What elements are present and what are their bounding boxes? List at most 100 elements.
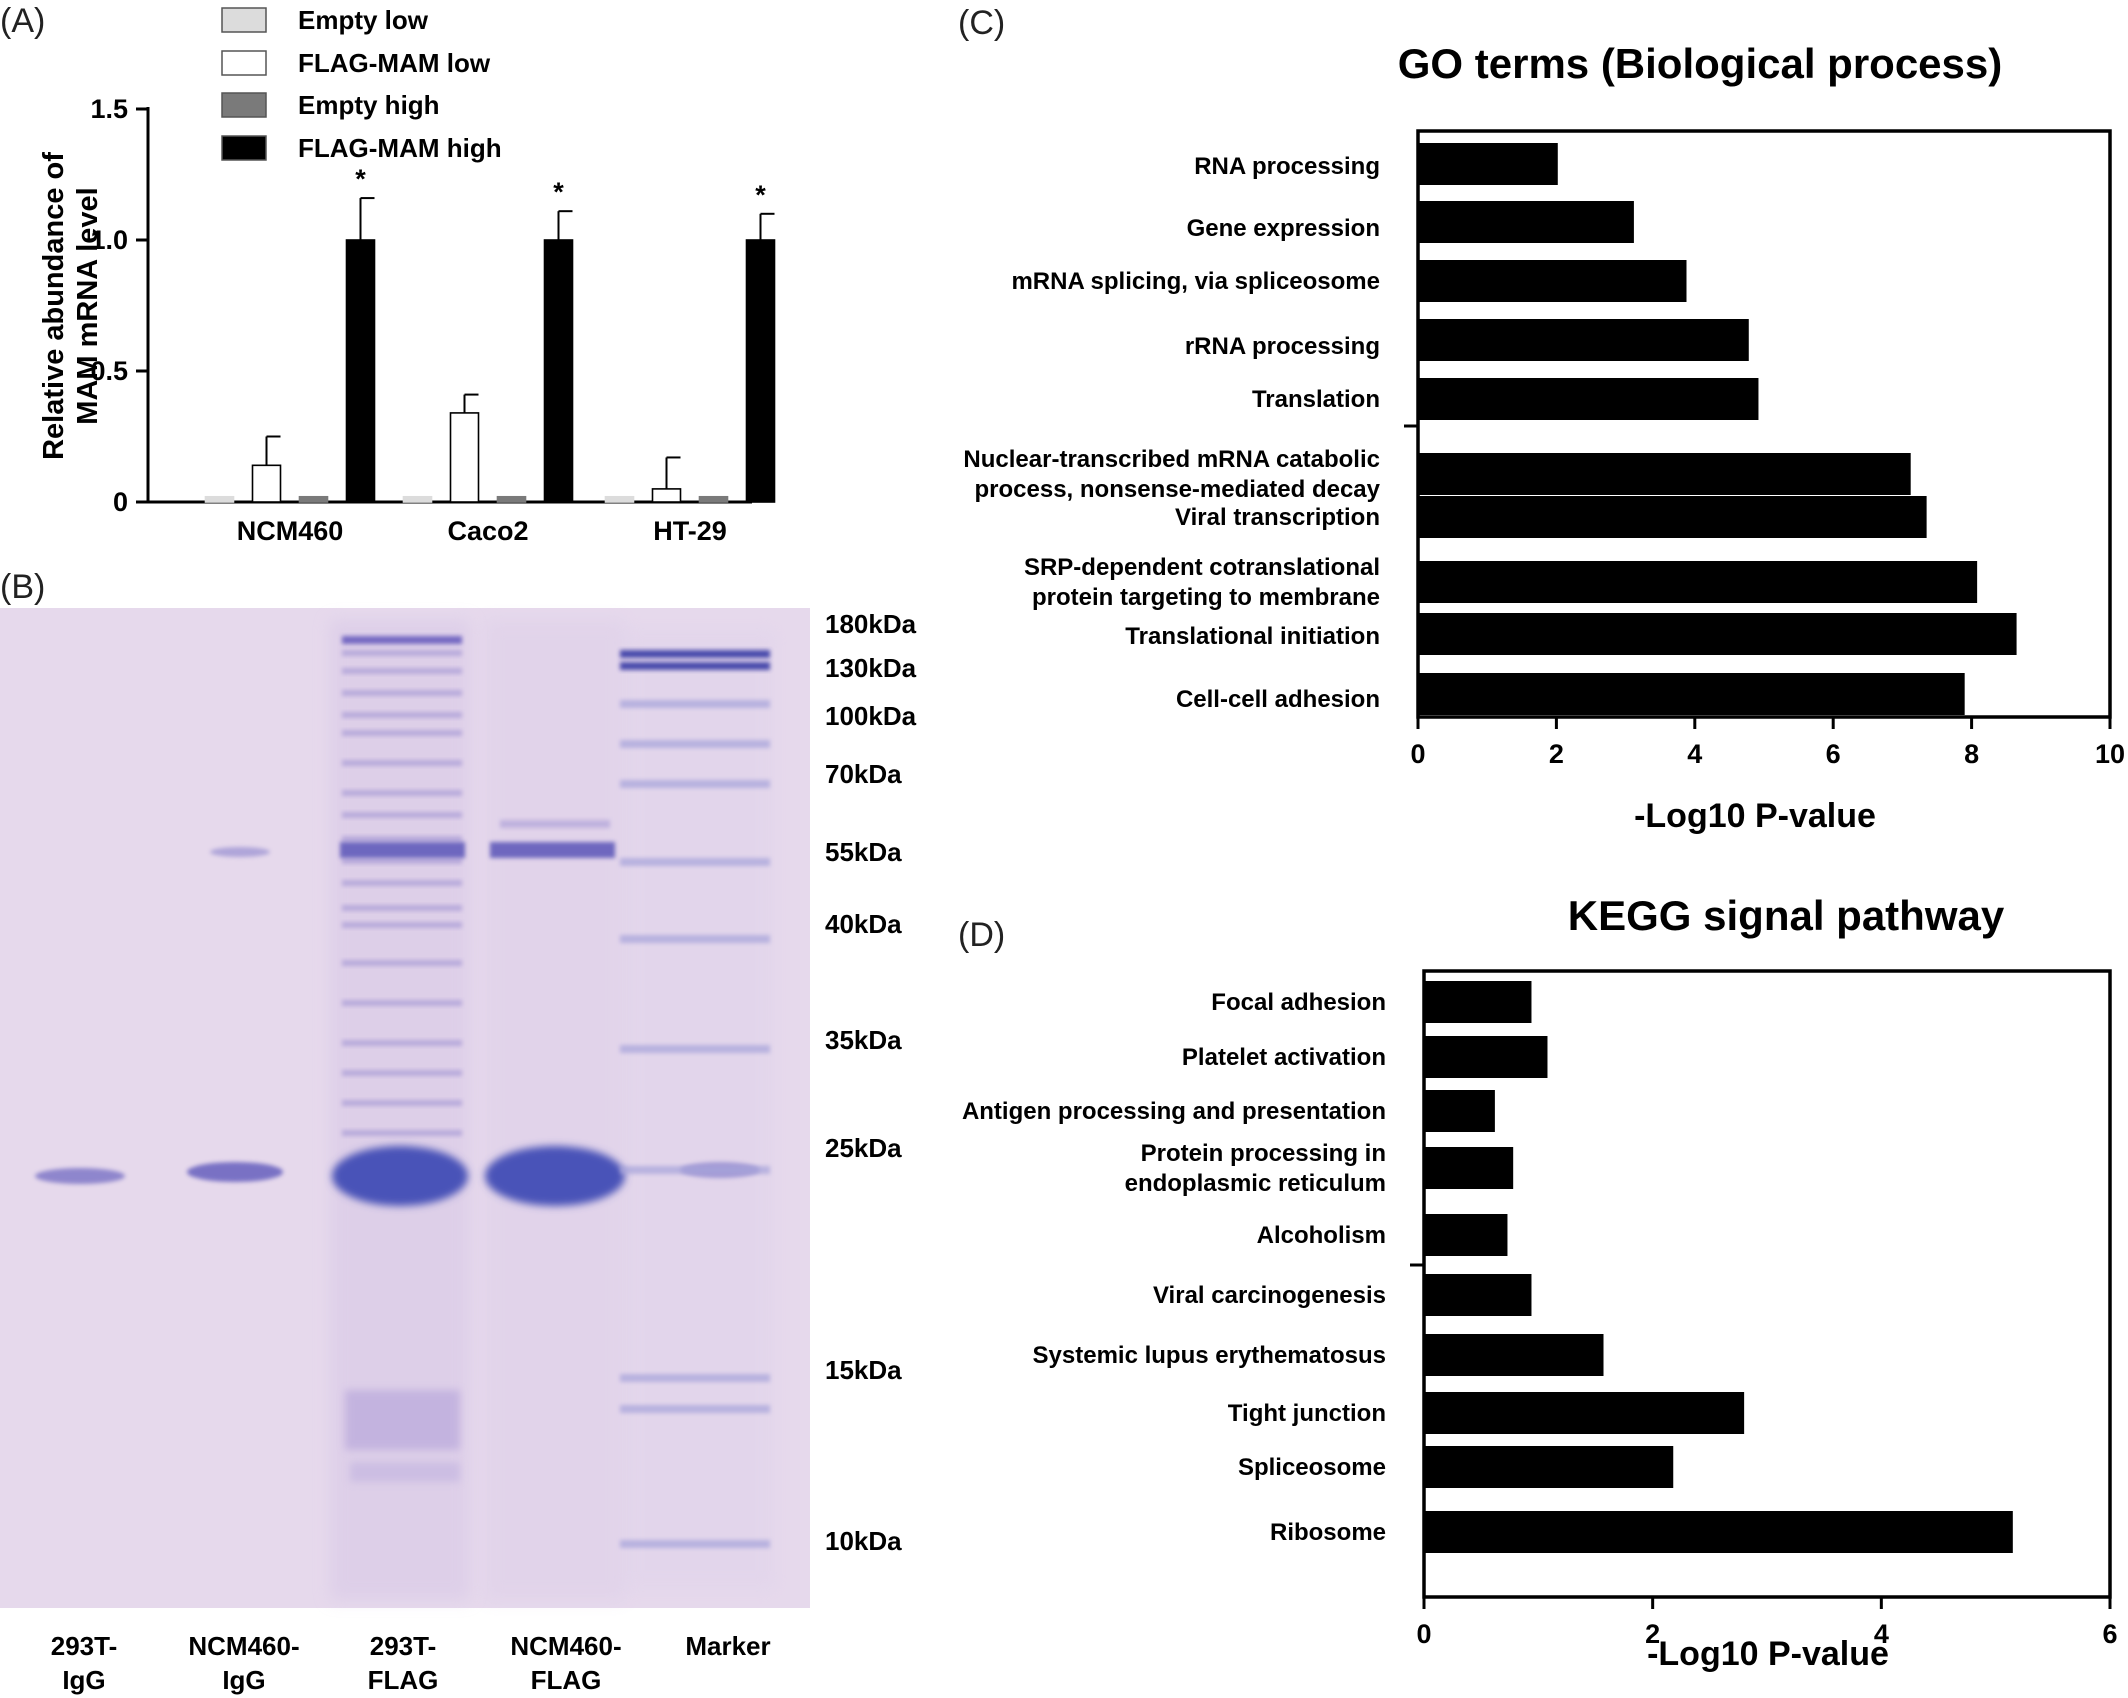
x-tick-label-C: 6: [1826, 739, 1841, 769]
significance-marker-a: *: [355, 164, 366, 194]
plot-frame-C: [1416, 129, 2112, 719]
legend-swatch-a: [221, 92, 267, 118]
legend-swatch-a: [221, 50, 267, 76]
bar-C-0: [1418, 143, 1558, 185]
bar-C-9: [1418, 673, 1965, 715]
category-label-D: Spliceosome: [1238, 1454, 1386, 1481]
bar-C-5: [1418, 453, 1911, 495]
bar-a-3-1: [543, 239, 574, 503]
bar-D-6: [1424, 1334, 1604, 1376]
category-label-C: Gene expression: [1187, 215, 1380, 242]
bar-C-2: [1418, 260, 1687, 302]
bar-D-2: [1424, 1090, 1495, 1132]
marker-label: 25kDa: [825, 1133, 902, 1163]
chart-d: KEGG signal pathway 0 2 4 6 -Log10 P-value Foc…: [962, 892, 2118, 1673]
x-tick-label-C: 4: [1687, 739, 1702, 769]
y-tick-label-a: 1.5: [90, 94, 128, 124]
category-label-C: SRP-dependent cotranslational protein tar…: [1024, 554, 1380, 611]
marker-label: 15kDa: [825, 1355, 902, 1385]
lane-label: NCM460-FLAG: [510, 1631, 621, 1695]
category-label-D: Focal adhesion: [1211, 989, 1386, 1016]
category-label-D: Ribosome: [1270, 1519, 1386, 1546]
bar-a-2-0: [298, 495, 329, 503]
bar-C-8: [1418, 613, 2017, 655]
panel-label-d: (D): [958, 916, 1005, 954]
chart-a: 0 0.5 1.0 1.5 Relative abundance ofMAM mRNA …: [38, 5, 776, 546]
x-tick-label-D: 2: [1645, 1619, 1660, 1649]
x-tick-label-C: 2: [1549, 739, 1564, 769]
marker-label: 10kDa: [825, 1526, 902, 1556]
x-tick-label-a: HT-29: [653, 516, 727, 546]
legend-label-a: Empty low: [298, 5, 429, 35]
panel-label-b: (B): [0, 568, 45, 606]
category-label-C: Translational initiation: [1125, 623, 1380, 650]
y-tick-label-a: 0: [113, 487, 128, 517]
bar-a-1-2: [651, 488, 682, 503]
category-label-C: Translation: [1252, 386, 1380, 413]
category-label-D: Viral carcinogenesis: [1153, 1282, 1386, 1309]
marker-label: 40kDa: [825, 909, 902, 939]
marker-label: 70kDa: [825, 759, 902, 789]
y-tick-label-a: 0.5: [90, 356, 128, 386]
bar-a-1-1: [449, 412, 480, 503]
significance-marker-a: *: [553, 177, 564, 207]
bar-C-3: [1418, 319, 1749, 361]
chart-title-C: GO terms (Biological process): [1398, 40, 2003, 87]
marker-label: 55kDa: [825, 837, 902, 867]
lane-label: NCM460-IgG: [188, 1631, 299, 1695]
category-label-D: Platelet activation: [1182, 1044, 1386, 1071]
chart-c: GO terms (Biological process) 0 2 4 6 8 10 -Log…: [963, 40, 2125, 835]
marker-label: 35kDa: [825, 1025, 902, 1055]
significance-marker-a: *: [755, 180, 766, 210]
legend-label-a: FLAG-MAM low: [298, 48, 491, 78]
category-label-D: Alcoholism: [1257, 1222, 1386, 1249]
x-tick-label-C: 8: [1964, 739, 1979, 769]
bar-C-7: [1418, 561, 1978, 603]
gel-lane-labels: 293T-IgG NCM460-IgG 293T-FLAG NCM460-FLAG Ma…: [51, 1631, 771, 1695]
bar-C-4: [1418, 378, 1759, 420]
lane-label: 293T-IgG: [51, 1631, 118, 1695]
x-tick-label-D: 0: [1416, 1619, 1431, 1649]
bar-a-3-0: [345, 239, 376, 503]
bar-C-1: [1418, 201, 1634, 243]
bar-C-6: [1418, 496, 1927, 538]
bar-a-2-1: [496, 495, 527, 503]
bar-D-8: [1424, 1446, 1674, 1488]
x-tick-label-a: Caco2: [447, 516, 528, 546]
bar-a-0-1: [402, 495, 433, 503]
category-label-D: Tight junction: [1228, 1400, 1386, 1427]
bar-a-2-2: [698, 495, 729, 503]
x-tick-label-C: 10: [2095, 739, 2125, 769]
bar-a-0-0: [204, 495, 235, 503]
bar-a-3-2: [745, 239, 776, 503]
bar-a-0-2: [604, 495, 635, 503]
bar-D-9: [1424, 1511, 2013, 1553]
category-label-C: mRNA splicing, via spliceosome: [1011, 268, 1380, 295]
x-tick-label-a: NCM460: [237, 516, 344, 546]
bar-D-1: [1424, 1036, 1548, 1078]
marker-label: 180kDa: [825, 609, 917, 639]
x-tick-label-D: 4: [1874, 1619, 1889, 1649]
gel-bands: [35, 620, 775, 1600]
bar-D-0: [1424, 981, 1532, 1023]
lane-label: 293T-FLAG: [368, 1631, 439, 1695]
bar-D-5: [1424, 1274, 1532, 1316]
bar-D-7: [1424, 1392, 1745, 1434]
gel-marker-labels: 180kDa 130kDa 100kDa 70kDa 55kDa 40kDa 35kDa 25…: [825, 609, 917, 1556]
panel-label-a: (A): [0, 2, 45, 40]
category-label-C: Nuclear-transcribed mRNA catabolic proces…: [963, 446, 1380, 503]
chart-title-D: KEGG signal pathway: [1568, 892, 2005, 939]
bar-D-4: [1424, 1214, 1508, 1256]
y-axis-label-a: Relative abundance ofMAM mRNA level: [38, 152, 104, 460]
legend-swatch-a: [221, 135, 267, 161]
category-label-C: rRNA processing: [1185, 333, 1380, 360]
category-label-D: Systemic lupus erythematosus: [1033, 1342, 1386, 1369]
marker-label: 130kDa: [825, 653, 917, 683]
x-tick-label-C: 0: [1410, 739, 1425, 769]
category-label-C: Viral transcription: [1175, 504, 1380, 531]
legend-swatch-a: [221, 7, 267, 33]
category-label-D: Protein processing in endoplasmic reticul…: [1125, 1140, 1386, 1197]
marker-label: 100kDa: [825, 701, 917, 731]
lane-label: Marker: [685, 1631, 770, 1661]
